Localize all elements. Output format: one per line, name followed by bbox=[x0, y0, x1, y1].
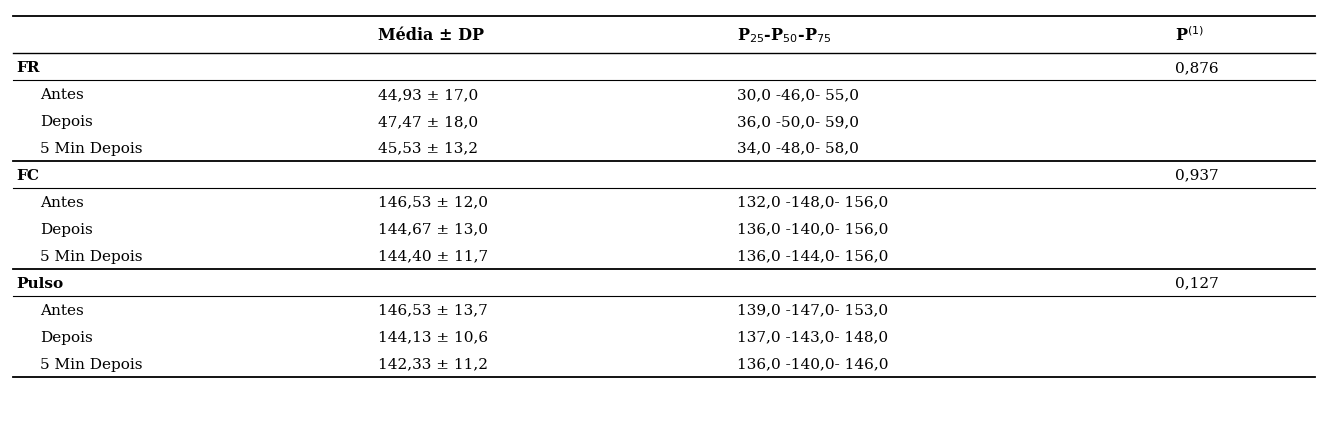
Text: P$^{(1)}$: P$^{(1)}$ bbox=[1175, 26, 1204, 45]
Text: 34,0 -48,0- 58,0: 34,0 -48,0- 58,0 bbox=[737, 141, 859, 155]
Text: 144,67 ± 13,0: 144,67 ± 13,0 bbox=[378, 222, 489, 236]
Text: Antes: Antes bbox=[40, 303, 84, 317]
Text: 44,93 ± 17,0: 44,93 ± 17,0 bbox=[378, 88, 478, 102]
Text: 132,0 -148,0- 156,0: 132,0 -148,0- 156,0 bbox=[737, 195, 888, 209]
Text: 30,0 -46,0- 55,0: 30,0 -46,0- 55,0 bbox=[737, 88, 859, 102]
Text: 139,0 -147,0- 153,0: 139,0 -147,0- 153,0 bbox=[737, 303, 888, 317]
Text: P$_{25}$-P$_{50}$-P$_{75}$: P$_{25}$-P$_{50}$-P$_{75}$ bbox=[737, 26, 831, 45]
Text: 0,127: 0,127 bbox=[1175, 276, 1219, 290]
Text: Depois: Depois bbox=[40, 115, 93, 128]
Text: 144,13 ± 10,6: 144,13 ± 10,6 bbox=[378, 330, 489, 344]
Text: 136,0 -140,0- 156,0: 136,0 -140,0- 156,0 bbox=[737, 222, 888, 236]
Text: 0,937: 0,937 bbox=[1175, 168, 1219, 182]
Text: Antes: Antes bbox=[40, 195, 84, 209]
Text: 36,0 -50,0- 59,0: 36,0 -50,0- 59,0 bbox=[737, 115, 859, 128]
Text: 47,47 ± 18,0: 47,47 ± 18,0 bbox=[378, 115, 478, 128]
Text: Depois: Depois bbox=[40, 222, 93, 236]
Text: 45,53 ± 13,2: 45,53 ± 13,2 bbox=[378, 141, 478, 155]
Text: Antes: Antes bbox=[40, 88, 84, 102]
Text: Média ± DP: Média ± DP bbox=[378, 27, 485, 44]
Text: Pulso: Pulso bbox=[16, 276, 62, 290]
Text: 5 Min Depois: 5 Min Depois bbox=[40, 357, 142, 371]
Text: FR: FR bbox=[16, 61, 40, 75]
Text: 146,53 ± 13,7: 146,53 ± 13,7 bbox=[378, 303, 489, 317]
Text: 5 Min Depois: 5 Min Depois bbox=[40, 141, 142, 155]
Text: 136,0 -144,0- 156,0: 136,0 -144,0- 156,0 bbox=[737, 249, 888, 263]
Text: FC: FC bbox=[16, 168, 39, 182]
Text: 142,33 ± 11,2: 142,33 ± 11,2 bbox=[378, 357, 489, 371]
Text: 146,53 ± 12,0: 146,53 ± 12,0 bbox=[378, 195, 489, 209]
Text: 0,876: 0,876 bbox=[1175, 61, 1219, 75]
Text: 137,0 -143,0- 148,0: 137,0 -143,0- 148,0 bbox=[737, 330, 888, 344]
Text: 5 Min Depois: 5 Min Depois bbox=[40, 249, 142, 263]
Text: 144,40 ± 11,7: 144,40 ± 11,7 bbox=[378, 249, 489, 263]
Text: 136,0 -140,0- 146,0: 136,0 -140,0- 146,0 bbox=[737, 357, 888, 371]
Text: Depois: Depois bbox=[40, 330, 93, 344]
